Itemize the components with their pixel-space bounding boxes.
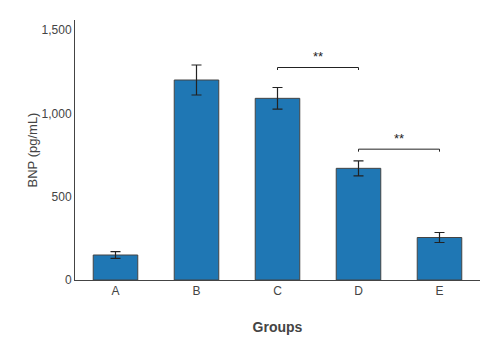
svg-text:C: C bbox=[273, 284, 282, 298]
svg-text:1,500: 1,500 bbox=[42, 23, 72, 37]
svg-text:**: ** bbox=[313, 49, 323, 64]
svg-text:1,000: 1,000 bbox=[42, 107, 72, 121]
svg-text:A: A bbox=[111, 284, 119, 298]
svg-text:BNP (pg/mL): BNP (pg/mL) bbox=[25, 113, 40, 188]
svg-text:Groups: Groups bbox=[253, 319, 303, 335]
svg-text:0: 0 bbox=[65, 273, 72, 287]
svg-text:**: ** bbox=[394, 131, 404, 146]
svg-text:D: D bbox=[354, 284, 363, 298]
svg-text:E: E bbox=[435, 284, 443, 298]
svg-text:500: 500 bbox=[52, 190, 72, 204]
svg-text:B: B bbox=[192, 284, 200, 298]
